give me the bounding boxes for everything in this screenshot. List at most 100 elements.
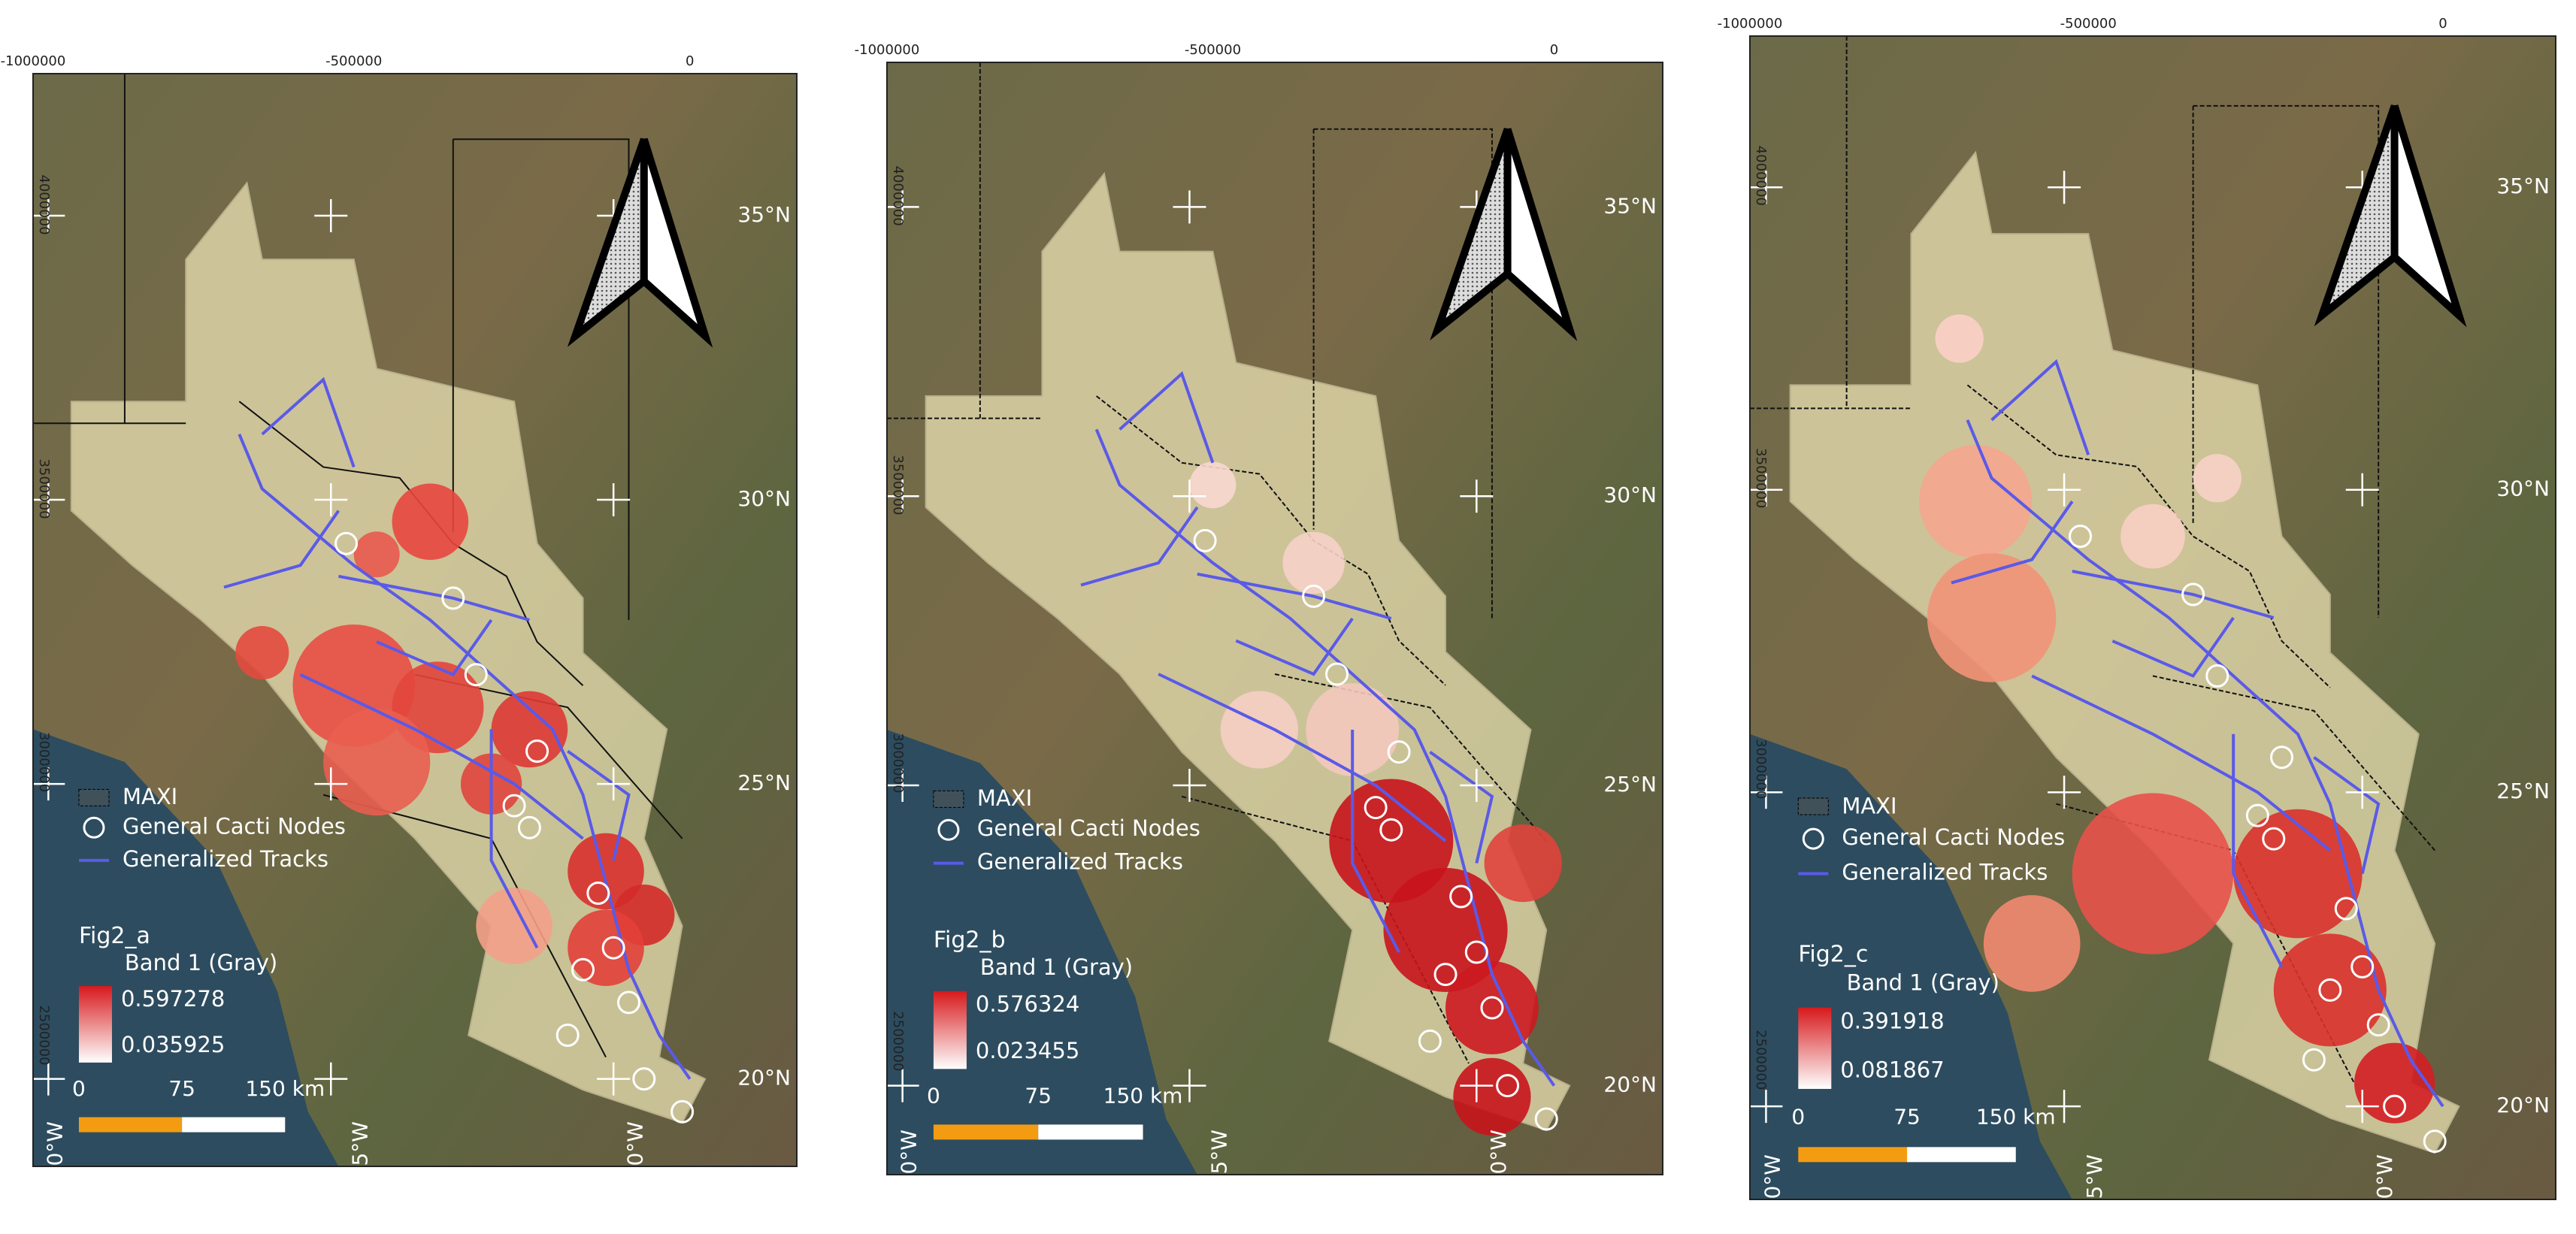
track-line — [299, 673, 584, 840]
latitude-label: 35°N — [737, 202, 791, 227]
latitude-label: 20°N — [737, 1066, 791, 1090]
band-label: Band 1 (Gray) — [125, 950, 277, 975]
latitude-label: 35°N — [2496, 174, 2550, 198]
suitability-patch — [476, 888, 552, 964]
left-coordinate-label: 4000000 — [36, 174, 52, 234]
panel-title: Fig2_c — [1798, 941, 1868, 967]
ramp-max-label: 0.391918 — [1840, 1009, 1944, 1034]
scale-bar-right — [1038, 1124, 1143, 1140]
legend-swatch-node — [83, 816, 105, 839]
track-line — [2232, 733, 2284, 968]
longitude-label: 100°W — [622, 1121, 647, 1193]
map-frame — [886, 62, 1663, 1175]
left-coordinate-label: 3500000 — [36, 458, 52, 519]
cacti-node — [1302, 584, 1326, 608]
border-line — [453, 138, 630, 620]
latitude-label: 25°N — [1603, 772, 1657, 797]
latitude-label: 25°N — [2496, 779, 2550, 803]
track-line — [1197, 572, 1392, 620]
scale-label: 0 — [72, 1076, 86, 1101]
cacti-node — [1496, 1074, 1520, 1098]
scale-label: 150 km — [1103, 1083, 1183, 1108]
track-line — [2313, 756, 2381, 875]
longitude-label: 105°W — [1206, 1130, 1231, 1201]
cacti-node — [2302, 1048, 2326, 1072]
suitability-patch — [2072, 793, 2234, 954]
longitude-label: 105°W — [348, 1121, 373, 1193]
scale-bar-left — [933, 1124, 1039, 1140]
top-coordinate-label: -500000 — [1185, 42, 1241, 58]
ramp-min-label: 0.081867 — [1840, 1057, 1944, 1083]
top-coordinate-label: -1000000 — [1718, 16, 1783, 32]
cacti-node — [2262, 827, 2286, 851]
cacti-node — [2270, 746, 2294, 770]
ramp-max-label: 0.597278 — [121, 986, 225, 1012]
left-coordinate-label: 4000000 — [1753, 146, 1769, 206]
legend-label: Generalized Tracks — [123, 846, 328, 872]
border-line — [1274, 673, 1547, 842]
suitability-patch — [2354, 1042, 2435, 1124]
longitude-label: 110°W — [1760, 1154, 1784, 1226]
north-arrow-right — [640, 138, 713, 348]
cacti-node — [2318, 978, 2342, 1002]
cacti-node — [1464, 940, 1488, 964]
legend-swatch-node — [1802, 827, 1824, 850]
cacti-node — [2334, 897, 2358, 921]
latitude-label: 30°N — [737, 486, 791, 511]
track-line — [1966, 419, 2444, 1108]
suitability-patch — [1220, 691, 1298, 769]
track-line — [223, 510, 341, 589]
cacti-node — [1433, 963, 1458, 987]
cacti-node — [2205, 664, 2229, 688]
north-arrow-right — [1503, 128, 1578, 341]
cacti-node — [2181, 582, 2205, 606]
latitude-label: 20°N — [2496, 1093, 2550, 1118]
color-ramp — [1798, 1007, 1832, 1089]
legend-label: General Cacti Nodes — [123, 813, 346, 839]
cacti-node — [334, 531, 359, 555]
latitude-label: 25°N — [737, 770, 791, 795]
scale-label: 0 — [927, 1083, 940, 1108]
ramp-max-label: 0.576324 — [976, 991, 1079, 1017]
scale-label: 150 km — [245, 1076, 325, 1101]
legend-label: MAXI — [1842, 793, 1896, 818]
cacti-node — [1387, 740, 1411, 764]
track-line — [1235, 617, 1354, 676]
panel-title: Fig2_b — [934, 927, 1006, 954]
top-coordinate-label: -1000000 — [855, 42, 920, 58]
cacti-node — [670, 1099, 695, 1124]
cacti-node — [2350, 954, 2375, 978]
track-line — [1990, 358, 2090, 455]
longitude-label: 110°W — [897, 1130, 922, 1201]
ramp-min-label: 0.023455 — [976, 1038, 1079, 1063]
latitude-label: 30°N — [2496, 476, 2550, 501]
track-line — [1429, 750, 1494, 864]
suitability-patch — [1445, 961, 1539, 1054]
suitability-patch — [491, 691, 568, 768]
track-line — [2072, 570, 2275, 619]
longitude-label: 110°W — [42, 1121, 67, 1193]
track-line — [1351, 730, 1400, 953]
band-label: Band 1 (Gray) — [980, 954, 1133, 980]
cacti-node — [464, 663, 488, 687]
suitability-patch — [568, 833, 644, 910]
color-ramp — [933, 991, 967, 1069]
longitude-label: 100°W — [1486, 1130, 1511, 1201]
scale-label: 0 — [1791, 1105, 1805, 1130]
longitude-label: 105°W — [2082, 1154, 2107, 1226]
cacti-node — [1480, 996, 1504, 1020]
suitability-patch — [1282, 531, 1345, 594]
left-coordinate-label: 4000000 — [890, 166, 906, 226]
cacti-node — [1418, 1029, 1442, 1053]
suitability-patch — [2273, 933, 2387, 1047]
legend-swatch-maxi — [1797, 797, 1829, 815]
cacti-node — [525, 739, 549, 763]
track-line — [1080, 506, 1199, 587]
legend-label: General Cacti Nodes — [1842, 824, 2065, 850]
cacti-node — [616, 991, 640, 1015]
cacti-node — [2423, 1130, 2447, 1154]
border-line — [2193, 104, 2380, 618]
suitability-patch — [2120, 504, 2185, 569]
scale-label: 75 — [1025, 1083, 1052, 1108]
